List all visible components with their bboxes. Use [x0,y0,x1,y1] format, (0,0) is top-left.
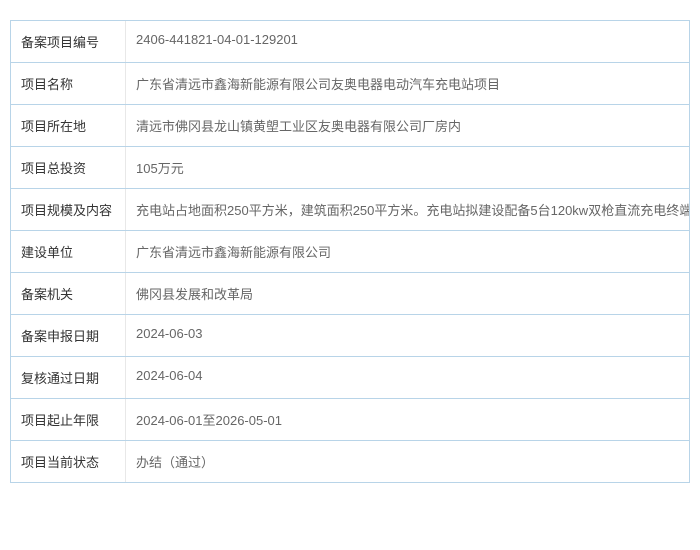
table-row: 备案项目编号 2406-441821-04-01-129201 [11,21,689,63]
table-row: 项目名称 广东省清远市鑫海新能源有限公司友奥电器电动汽车充电站项目 [11,63,689,105]
table-row: 备案申报日期 2024-06-03 [11,315,689,357]
row-label: 备案申报日期 [11,315,126,356]
row-value: 2406-441821-04-01-129201 [126,21,689,62]
row-value: 2024-06-04 [126,357,689,398]
row-label: 项目起止年限 [11,399,126,440]
row-label: 项目所在地 [11,105,126,146]
row-value: 办结（通过） [126,441,689,482]
table-row: 项目所在地 清远市佛冈县龙山镇黄塱工业区友奥电器有限公司厂房内 [11,105,689,147]
row-label: 项目规模及内容 [11,189,126,230]
row-label: 复核通过日期 [11,357,126,398]
row-label: 项目当前状态 [11,441,126,482]
row-value: 广东省清远市鑫海新能源有限公司 [126,231,689,272]
row-value: 105万元 [126,147,689,188]
project-info-table: 备案项目编号 2406-441821-04-01-129201 项目名称 广东省… [10,20,690,483]
row-label: 建设单位 [11,231,126,272]
row-label: 备案项目编号 [11,21,126,62]
row-value: 充电站占地面积250平方米，建筑面积250平方米。充电站拟建设配备5台120kw… [126,189,689,230]
row-label: 备案机关 [11,273,126,314]
row-label: 项目总投资 [11,147,126,188]
row-label: 项目名称 [11,63,126,104]
table-row: 项目当前状态 办结（通过） [11,441,689,482]
row-value: 佛冈县发展和改革局 [126,273,689,314]
table-row: 备案机关 佛冈县发展和改革局 [11,273,689,315]
table-row: 复核通过日期 2024-06-04 [11,357,689,399]
row-value: 2024-06-01至2026-05-01 [126,399,689,440]
table-row: 建设单位 广东省清远市鑫海新能源有限公司 [11,231,689,273]
table-row: 项目规模及内容 充电站占地面积250平方米，建筑面积250平方米。充电站拟建设配… [11,189,689,231]
row-value: 广东省清远市鑫海新能源有限公司友奥电器电动汽车充电站项目 [126,63,689,104]
table-row: 项目总投资 105万元 [11,147,689,189]
table-row: 项目起止年限 2024-06-01至2026-05-01 [11,399,689,441]
row-value: 2024-06-03 [126,315,689,356]
row-value: 清远市佛冈县龙山镇黄塱工业区友奥电器有限公司厂房内 [126,105,689,146]
